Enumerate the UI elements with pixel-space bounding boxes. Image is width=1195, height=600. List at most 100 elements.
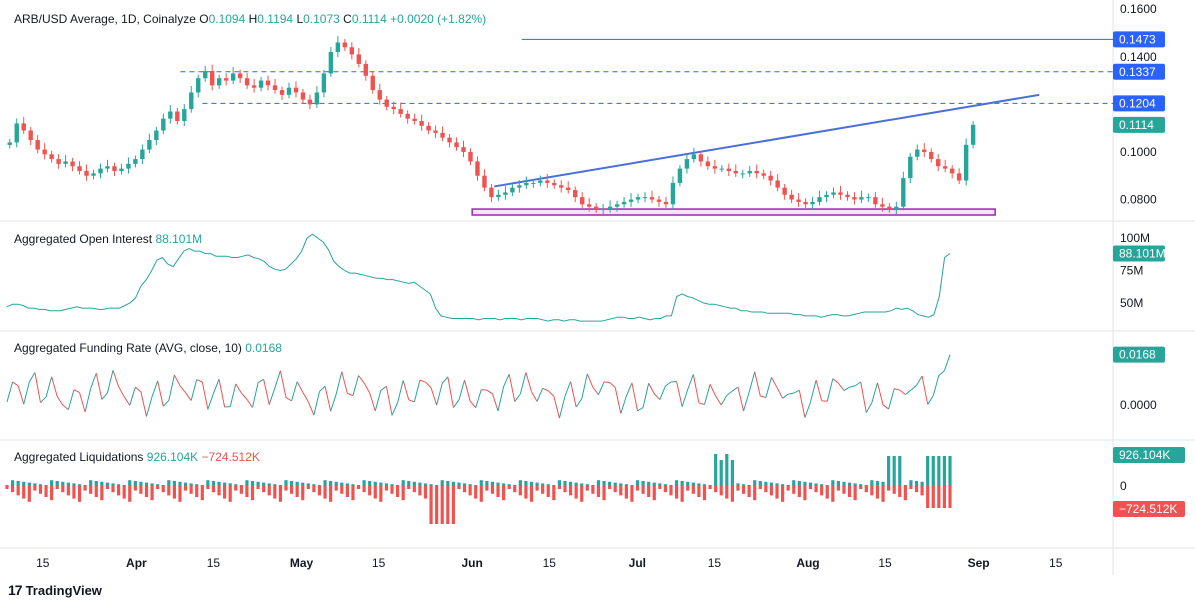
liq-short-bar [217, 486, 221, 496]
liq-short-bar [680, 486, 684, 502]
funding-segment [776, 387, 784, 399]
price-label-text: 0.1473 [1119, 32, 1156, 46]
liq-short-bar [323, 486, 327, 499]
liq-short-bar [535, 486, 539, 491]
main-legend: ARB/USD Average, 1D, Coinalyze O0.1094 H… [14, 12, 486, 26]
liq-short-bar [781, 486, 785, 502]
candle-body [251, 85, 257, 88]
liq-long-bar [306, 483, 310, 486]
funding-segment [168, 374, 175, 401]
candle-body [880, 204, 885, 207]
funding-segment [425, 381, 432, 389]
candle-body [531, 182, 536, 184]
liq-long-bar [937, 456, 941, 486]
ohlc-change: +0.0020 (+1.82%) [390, 12, 487, 26]
brand-name: TradingView [25, 582, 102, 598]
liq-short-bar [150, 486, 154, 501]
candle-body [35, 140, 40, 150]
liq-long-bar [736, 483, 740, 486]
liq-long-bar [842, 481, 846, 486]
candle-body [105, 166, 110, 169]
candle-body [614, 204, 620, 207]
liq-long-bar [758, 481, 762, 486]
liq-short-bar [747, 486, 751, 497]
liq-short-bar [105, 486, 110, 489]
candle-body [691, 154, 697, 160]
funding-segment [162, 400, 170, 407]
liq-short-bar [898, 486, 902, 497]
liq-long-bar [513, 485, 517, 486]
liq-long-bar [909, 480, 913, 486]
price-label-text: 0.1337 [1119, 65, 1156, 79]
liq-short-bar [714, 486, 718, 493]
liq-short-bar [133, 486, 137, 491]
liq-long-bar [273, 484, 277, 486]
funding-segment [430, 387, 438, 406]
liq-short-bar [741, 486, 746, 494]
liq-long-bar [781, 484, 785, 486]
liq-long-bar [792, 480, 796, 486]
liq-long-bar [753, 480, 757, 486]
liq-short-bar [808, 486, 813, 489]
oi-title: Aggregated Open Interest [14, 232, 153, 246]
liq-long-bar [423, 483, 428, 486]
candle-body [272, 85, 278, 91]
liq-long-bar [714, 454, 718, 486]
liq-long-bar [89, 480, 93, 486]
funding-segment [419, 379, 426, 383]
liq-short-bar [289, 486, 294, 494]
funding-segment [23, 381, 30, 405]
funding-segment [335, 371, 343, 395]
candle-body [719, 168, 725, 170]
funding-segment [586, 373, 594, 388]
candle-body [726, 168, 731, 171]
funding-tick-label: 0.0000 [1120, 398, 1157, 412]
liq-short-bar [942, 486, 947, 508]
liq-long-bar [38, 484, 43, 486]
liq-short-bar [66, 486, 70, 496]
liq-long-bar [820, 484, 824, 486]
liq-short-bar [725, 486, 729, 499]
liq-short-bar [842, 486, 846, 494]
liq-long-bar [356, 485, 361, 486]
liq-long-bar [373, 481, 377, 486]
liq-short-bar [435, 486, 439, 524]
liq-short-bar [50, 486, 54, 501]
liq-long-bar [691, 482, 695, 486]
ohlc-close-label: C [343, 12, 352, 26]
candle-body [810, 201, 815, 205]
liq-legend: Aggregated Liquidations 926.104K −724.51… [14, 450, 260, 464]
candle-body [573, 190, 578, 198]
liq-long-bar [836, 481, 841, 486]
funding-segment [190, 379, 198, 401]
candle-body [447, 137, 452, 143]
liq-long-bar [797, 481, 801, 486]
liq-long-bar [892, 456, 896, 486]
liq-short-bar [708, 486, 712, 489]
x-tick-label: Apr [126, 556, 147, 570]
candle-body [7, 142, 12, 145]
liq-short-bar [652, 486, 656, 501]
funding-segment [6, 381, 14, 403]
liq-short-bar [195, 486, 199, 497]
funding-legend: Aggregated Funding Rate (AVG, close, 10)… [14, 341, 282, 355]
candle-body [210, 71, 215, 86]
funding-segment [84, 388, 92, 413]
candle-body [335, 42, 341, 53]
funding-segment [737, 387, 745, 412]
funding-segment [860, 381, 867, 413]
liq-long-bar [808, 482, 813, 486]
tradingview-brand[interactable]: 17 TradingView [8, 582, 102, 598]
x-tick-label: Aug [796, 556, 819, 570]
liq-long-bar [903, 485, 907, 486]
candle-body [670, 182, 676, 205]
x-tick-label: Jun [462, 556, 483, 570]
liq-short-bar [524, 486, 528, 499]
candle-body [314, 92, 320, 105]
candle-body [468, 151, 473, 162]
liq-long-bar [446, 481, 450, 486]
candle-body [405, 113, 410, 119]
liq-short-bar [206, 486, 210, 489]
candle-body [943, 166, 948, 169]
funding-segment [648, 383, 655, 395]
